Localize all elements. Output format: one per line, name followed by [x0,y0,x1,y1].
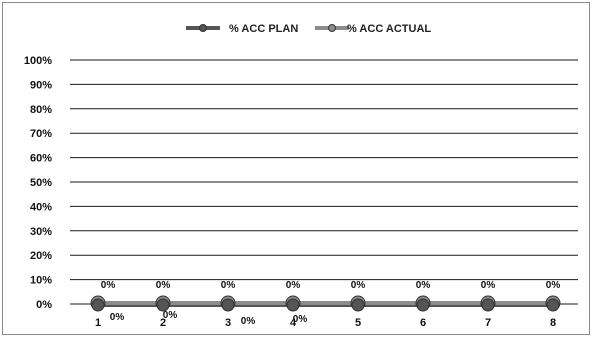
y-tick-label: 40% [30,201,52,213]
x-tick-label: 2 [160,317,166,329]
x-tick-label: 5 [355,317,361,329]
data-point [156,298,170,312]
y-tick-label: 10% [30,275,52,287]
data-label: 0% [241,316,256,327]
data-point [546,298,560,312]
y-tick-label: 60% [30,153,52,165]
data-point [286,298,300,312]
x-tick-label: 1 [95,317,101,329]
x-tick-label: 7 [485,317,491,329]
data-point [91,298,105,312]
data-point [416,298,430,312]
data-label: 0% [481,280,496,291]
y-tick-label: 0% [36,299,52,311]
data-label: 0% [110,312,125,323]
data-label: 0% [416,280,431,291]
y-tick-label: 100% [24,55,52,67]
data-point [221,298,235,312]
chart-frame [2,2,590,335]
y-tick-label: 80% [30,104,52,116]
y-tick-label: 90% [30,79,52,91]
y-tick-label: 20% [30,250,52,262]
x-tick-label: 8 [550,317,556,329]
data-point [481,298,495,312]
y-tick-label: 30% [30,226,52,238]
y-tick-label: 50% [30,177,52,189]
data-label: 0% [546,280,561,291]
x-tick-label: 3 [225,317,231,329]
data-point [351,298,365,312]
data-label: 0% [221,280,236,291]
data-label: 0% [156,280,171,291]
data-label: 0% [163,310,178,321]
legend-label: % ACC PLAN [229,23,298,35]
legend-marker [199,24,207,32]
x-tick-label: 6 [420,317,426,329]
y-tick-label: 70% [30,128,52,140]
data-label: 0% [101,280,116,291]
legend-marker [328,24,336,32]
data-label: 0% [351,280,366,291]
data-label: 0% [286,280,301,291]
x-tick-label: 4 [290,317,297,329]
data-label: 0% [293,314,308,325]
legend-label: % ACC ACTUAL [347,23,431,35]
